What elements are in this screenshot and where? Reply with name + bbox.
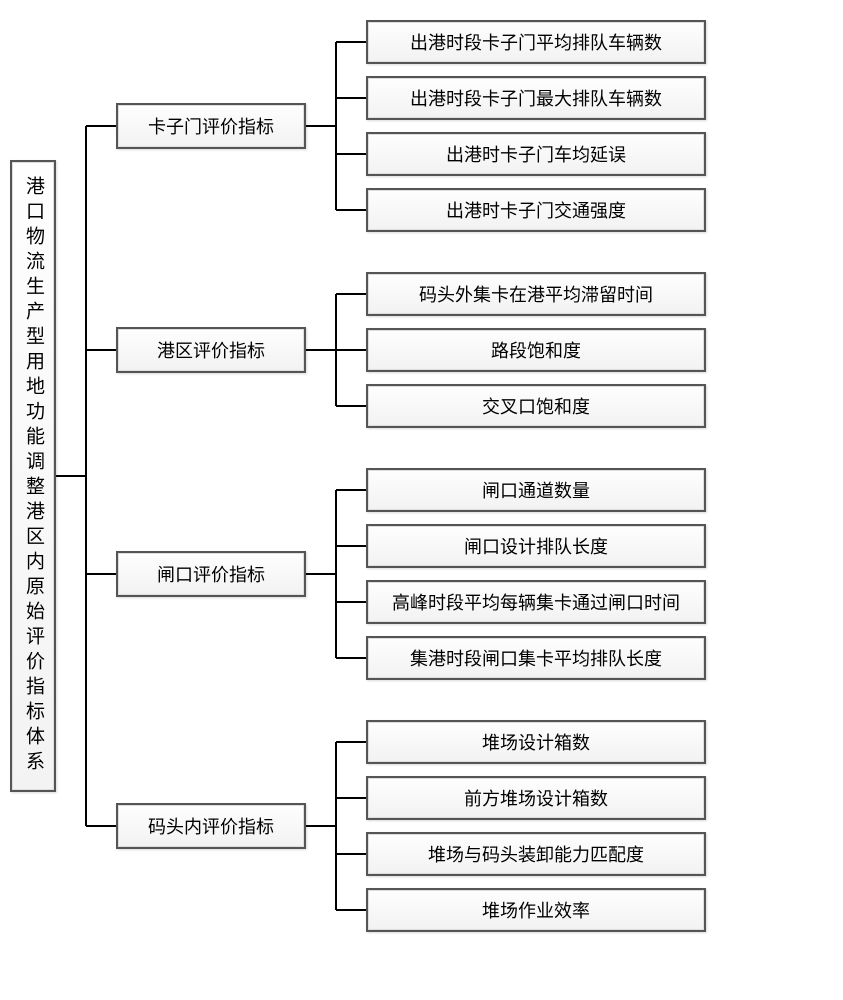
leaf-node: 出港时段卡子门平均排队车辆数 (366, 20, 706, 64)
leaf-node: 堆场设计箱数 (366, 720, 706, 764)
group-connector (306, 720, 366, 932)
group-row: 卡子门评价指标 出港时段卡子门平均排队车辆数出港时段卡子门最大排队车辆数出港时卡子… (116, 20, 706, 232)
group-row: 闸口评价指标 闸口通道数量闸口设计排队长度高峰时段平均每辆集卡通过闸口时间集港时段… (116, 468, 706, 680)
leaf-column: 码头外集卡在港平均滞留时间路段饱和度交叉口饱和度 (366, 272, 706, 428)
root-node: 港口物流生产型用地功能调整港区内原始评价指标体系 (10, 160, 56, 792)
group-node: 港区评价指标 (116, 327, 306, 373)
leaf-node: 出港时卡子门交通强度 (366, 188, 706, 232)
leaf-column: 闸口通道数量闸口设计排队长度高峰时段平均每辆集卡通过闸口时间集港时段闸口集卡平均… (366, 468, 706, 680)
leaf-node: 交叉口饱和度 (366, 384, 706, 428)
leaf-node: 闸口通道数量 (366, 468, 706, 512)
leaf-node: 闸口设计排队长度 (366, 524, 706, 568)
group-row: 港区评价指标 码头外集卡在港平均滞留时间路段饱和度交叉口饱和度 (116, 272, 706, 428)
group-row: 码头内评价指标 堆场设计箱数前方堆场设计箱数堆场与码头装卸能力匹配度堆场作业效率 (116, 720, 706, 932)
leaf-node: 高峰时段平均每辆集卡通过闸口时间 (366, 580, 706, 624)
group-connector (306, 272, 366, 428)
groups-column: 卡子门评价指标 出港时段卡子门平均排队车辆数出港时段卡子门最大排队车辆数出港时卡子… (116, 20, 706, 932)
group-node: 闸口评价指标 (116, 551, 306, 597)
group-connector (306, 468, 366, 680)
root-connector (56, 20, 116, 932)
leaf-column: 出港时段卡子门平均排队车辆数出港时段卡子门最大排队车辆数出港时卡子门车均延误出港… (366, 20, 706, 232)
leaf-node: 集港时段闸口集卡平均排队长度 (366, 636, 706, 680)
leaf-node: 码头外集卡在港平均滞留时间 (366, 272, 706, 316)
leaf-column: 堆场设计箱数前方堆场设计箱数堆场与码头装卸能力匹配度堆场作业效率 (366, 720, 706, 932)
leaf-node: 堆场与码头装卸能力匹配度 (366, 832, 706, 876)
group-connector (306, 20, 366, 232)
group-node: 码头内评价指标 (116, 803, 306, 849)
leaf-node: 路段饱和度 (366, 328, 706, 372)
leaf-node: 前方堆场设计箱数 (366, 776, 706, 820)
leaf-node: 出港时段卡子门最大排队车辆数 (366, 76, 706, 120)
leaf-node: 堆场作业效率 (366, 888, 706, 932)
group-node: 卡子门评价指标 (116, 103, 306, 149)
leaf-node: 出港时卡子门车均延误 (366, 132, 706, 176)
